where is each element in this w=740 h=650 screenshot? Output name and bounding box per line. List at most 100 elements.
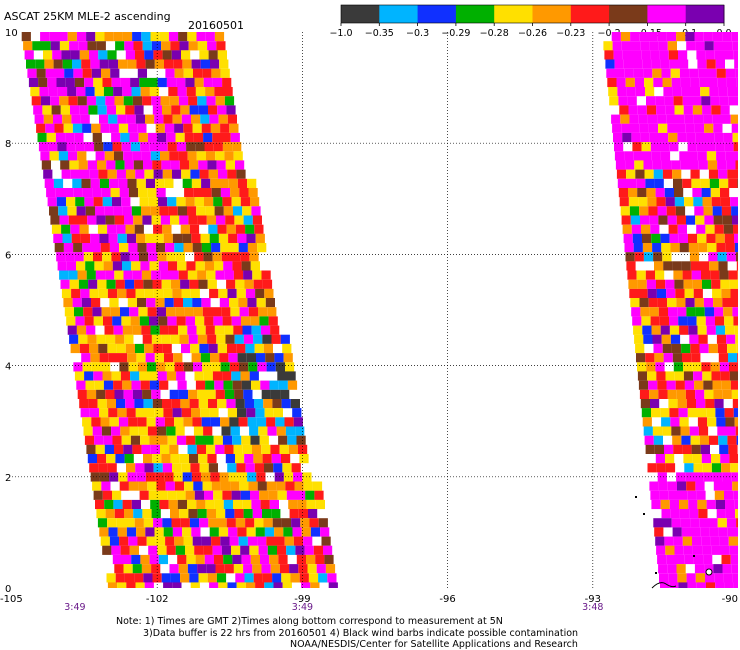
swath-cell [221,132,231,143]
swath-cell [660,142,670,152]
swath-cell [289,509,299,519]
swath-cell [180,399,190,409]
swath-cell [632,316,642,326]
swath-cell [640,307,650,317]
swath-cell [41,160,51,170]
swath-cell [638,380,649,390]
swath-cell [51,105,61,115]
swath-cell [89,463,99,473]
swath-cell [325,564,336,574]
swath-cell [705,50,715,60]
colorbar-swatch [570,5,610,23]
y-tick-label: 10 [5,28,18,39]
swath-cell [261,564,271,574]
swath-cell [315,499,325,510]
swath-cell [73,243,83,253]
swath-cell [305,490,315,500]
swath-cell [702,545,712,555]
swath-cell [139,252,149,262]
swath-cell [187,325,197,335]
swath-cell [624,243,634,253]
swath-cell [183,243,193,253]
swath-cell [703,32,713,42]
swath-cell [690,518,700,528]
swath-cell [651,151,661,161]
swath-cell [126,114,136,124]
swath-cell [290,573,300,583]
swath-cell [115,41,125,51]
swath-cell [656,288,667,299]
swath-cell [106,279,116,289]
swath-cell [75,197,85,207]
swath-cell [728,96,738,106]
swath-cell [321,536,331,546]
swath-cell [620,32,631,42]
swath-cell [93,77,103,88]
swath-cell [664,96,674,106]
swath-cell [633,325,643,335]
swath-cell [189,279,199,289]
swath-cell [651,233,661,243]
swath-cell [190,288,200,299]
swath-cell [250,554,260,565]
swath-cell [639,123,649,133]
swath-cell [230,481,240,491]
swath-cell [159,325,169,335]
swath-cell [118,472,128,482]
swath-cell [172,463,182,473]
swath-cell [86,389,97,399]
swath-cell [228,353,238,363]
swath-cell [260,380,270,390]
swath-cell [718,435,728,445]
swath-cell [605,59,615,69]
swath-cell [695,132,705,143]
swath-cell [55,68,65,78]
swath-cell [226,279,236,289]
swath-cell [140,380,150,390]
swath-cell [657,32,667,42]
swath-cell [734,59,738,69]
swath-cell [646,105,657,115]
swath-cell [181,114,191,124]
swath-cell [287,380,298,390]
swath-cell [132,444,142,454]
swath-cell [723,41,733,51]
swath-cell [635,87,645,97]
swath-cell [138,132,148,143]
swath-cell [193,68,203,78]
swath-cell [103,380,114,390]
swath-cell [177,380,187,390]
swath-cell [704,123,714,133]
swath-cell [732,399,738,409]
swath-cell [74,77,85,88]
swath-cell [733,50,738,60]
swath-cell [118,59,128,69]
swath-cell [168,261,178,271]
swath-cell [207,454,217,464]
swath-cell [678,50,688,60]
swath-cell [689,334,699,344]
swath-cell [247,298,257,308]
swath-cell [129,132,139,143]
swath-cell [232,554,242,565]
swath-cell [109,472,119,482]
swath-cell [692,454,702,464]
swath-cell [135,50,145,60]
swath-cell [96,389,106,399]
swath-cell [83,307,93,317]
swath-cell [699,518,709,528]
swath-cell [232,142,242,152]
swath-cell [245,582,256,588]
swath-cell [677,481,687,491]
swath-cell [676,123,686,133]
swath-cell [162,518,172,528]
swath-cell [84,316,94,326]
swath-cell [298,509,308,519]
swath-cell [124,160,134,170]
swath-cell [89,169,99,179]
swath-cell [234,509,244,519]
swath-cell [186,87,196,97]
swath-cell [180,279,190,289]
swath-cell [678,233,688,243]
swath-cell [116,169,126,179]
